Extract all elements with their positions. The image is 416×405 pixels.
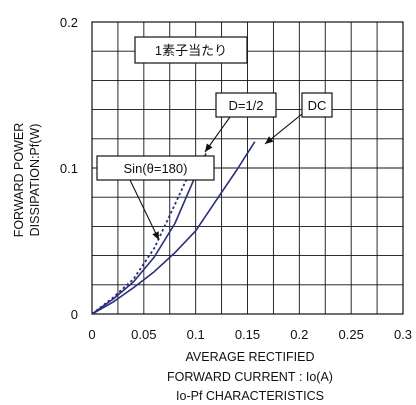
labels: 0 0.05 0.1 0.15 0.2 0.25 0.3 0 0.1 0.2 FORWARD POW…: [12, 15, 412, 403]
x-tick-label: 0.25: [339, 327, 364, 342]
x-tick-label: 0: [88, 327, 95, 342]
x-tick-label: 0.15: [235, 327, 260, 342]
annotation-d-half-label: D=1/2: [228, 98, 263, 113]
series-line-sin-180: [92, 175, 188, 314]
y-tick-label: 0: [71, 307, 78, 322]
y-axis-title-line1: FORWARD POWER: [12, 123, 26, 238]
annotation-per-element-label: 1素子当たり: [155, 43, 227, 58]
annotation-dc-arrowhead: [265, 136, 273, 144]
annotation-sin-label: Sin(θ=180): [124, 161, 188, 176]
annotation-d-half-arrowhead: [205, 143, 212, 152]
annotation-dc-label: DC: [308, 98, 327, 113]
y-tick-label: 0.2: [60, 15, 78, 30]
x-axis-title-line1: AVERAGE RECTIFIED: [186, 350, 315, 364]
x-tick-label: 0.2: [290, 327, 308, 342]
x-tick-label: 0.3: [394, 327, 412, 342]
x-axis-title-line2: FORWARD CURRENT : Io(A): [167, 370, 333, 384]
y-tick-label: 0.1: [60, 161, 78, 176]
chart-title: Io-Pf CHARACTERISTICS: [176, 389, 324, 403]
annotation-sin-leader: [130, 180, 159, 240]
x-tick-label: 0.1: [187, 327, 205, 342]
x-tick-label: 0.05: [131, 327, 156, 342]
y-axis-title-line2: DISSIPATION:Pf(W): [28, 124, 42, 237]
